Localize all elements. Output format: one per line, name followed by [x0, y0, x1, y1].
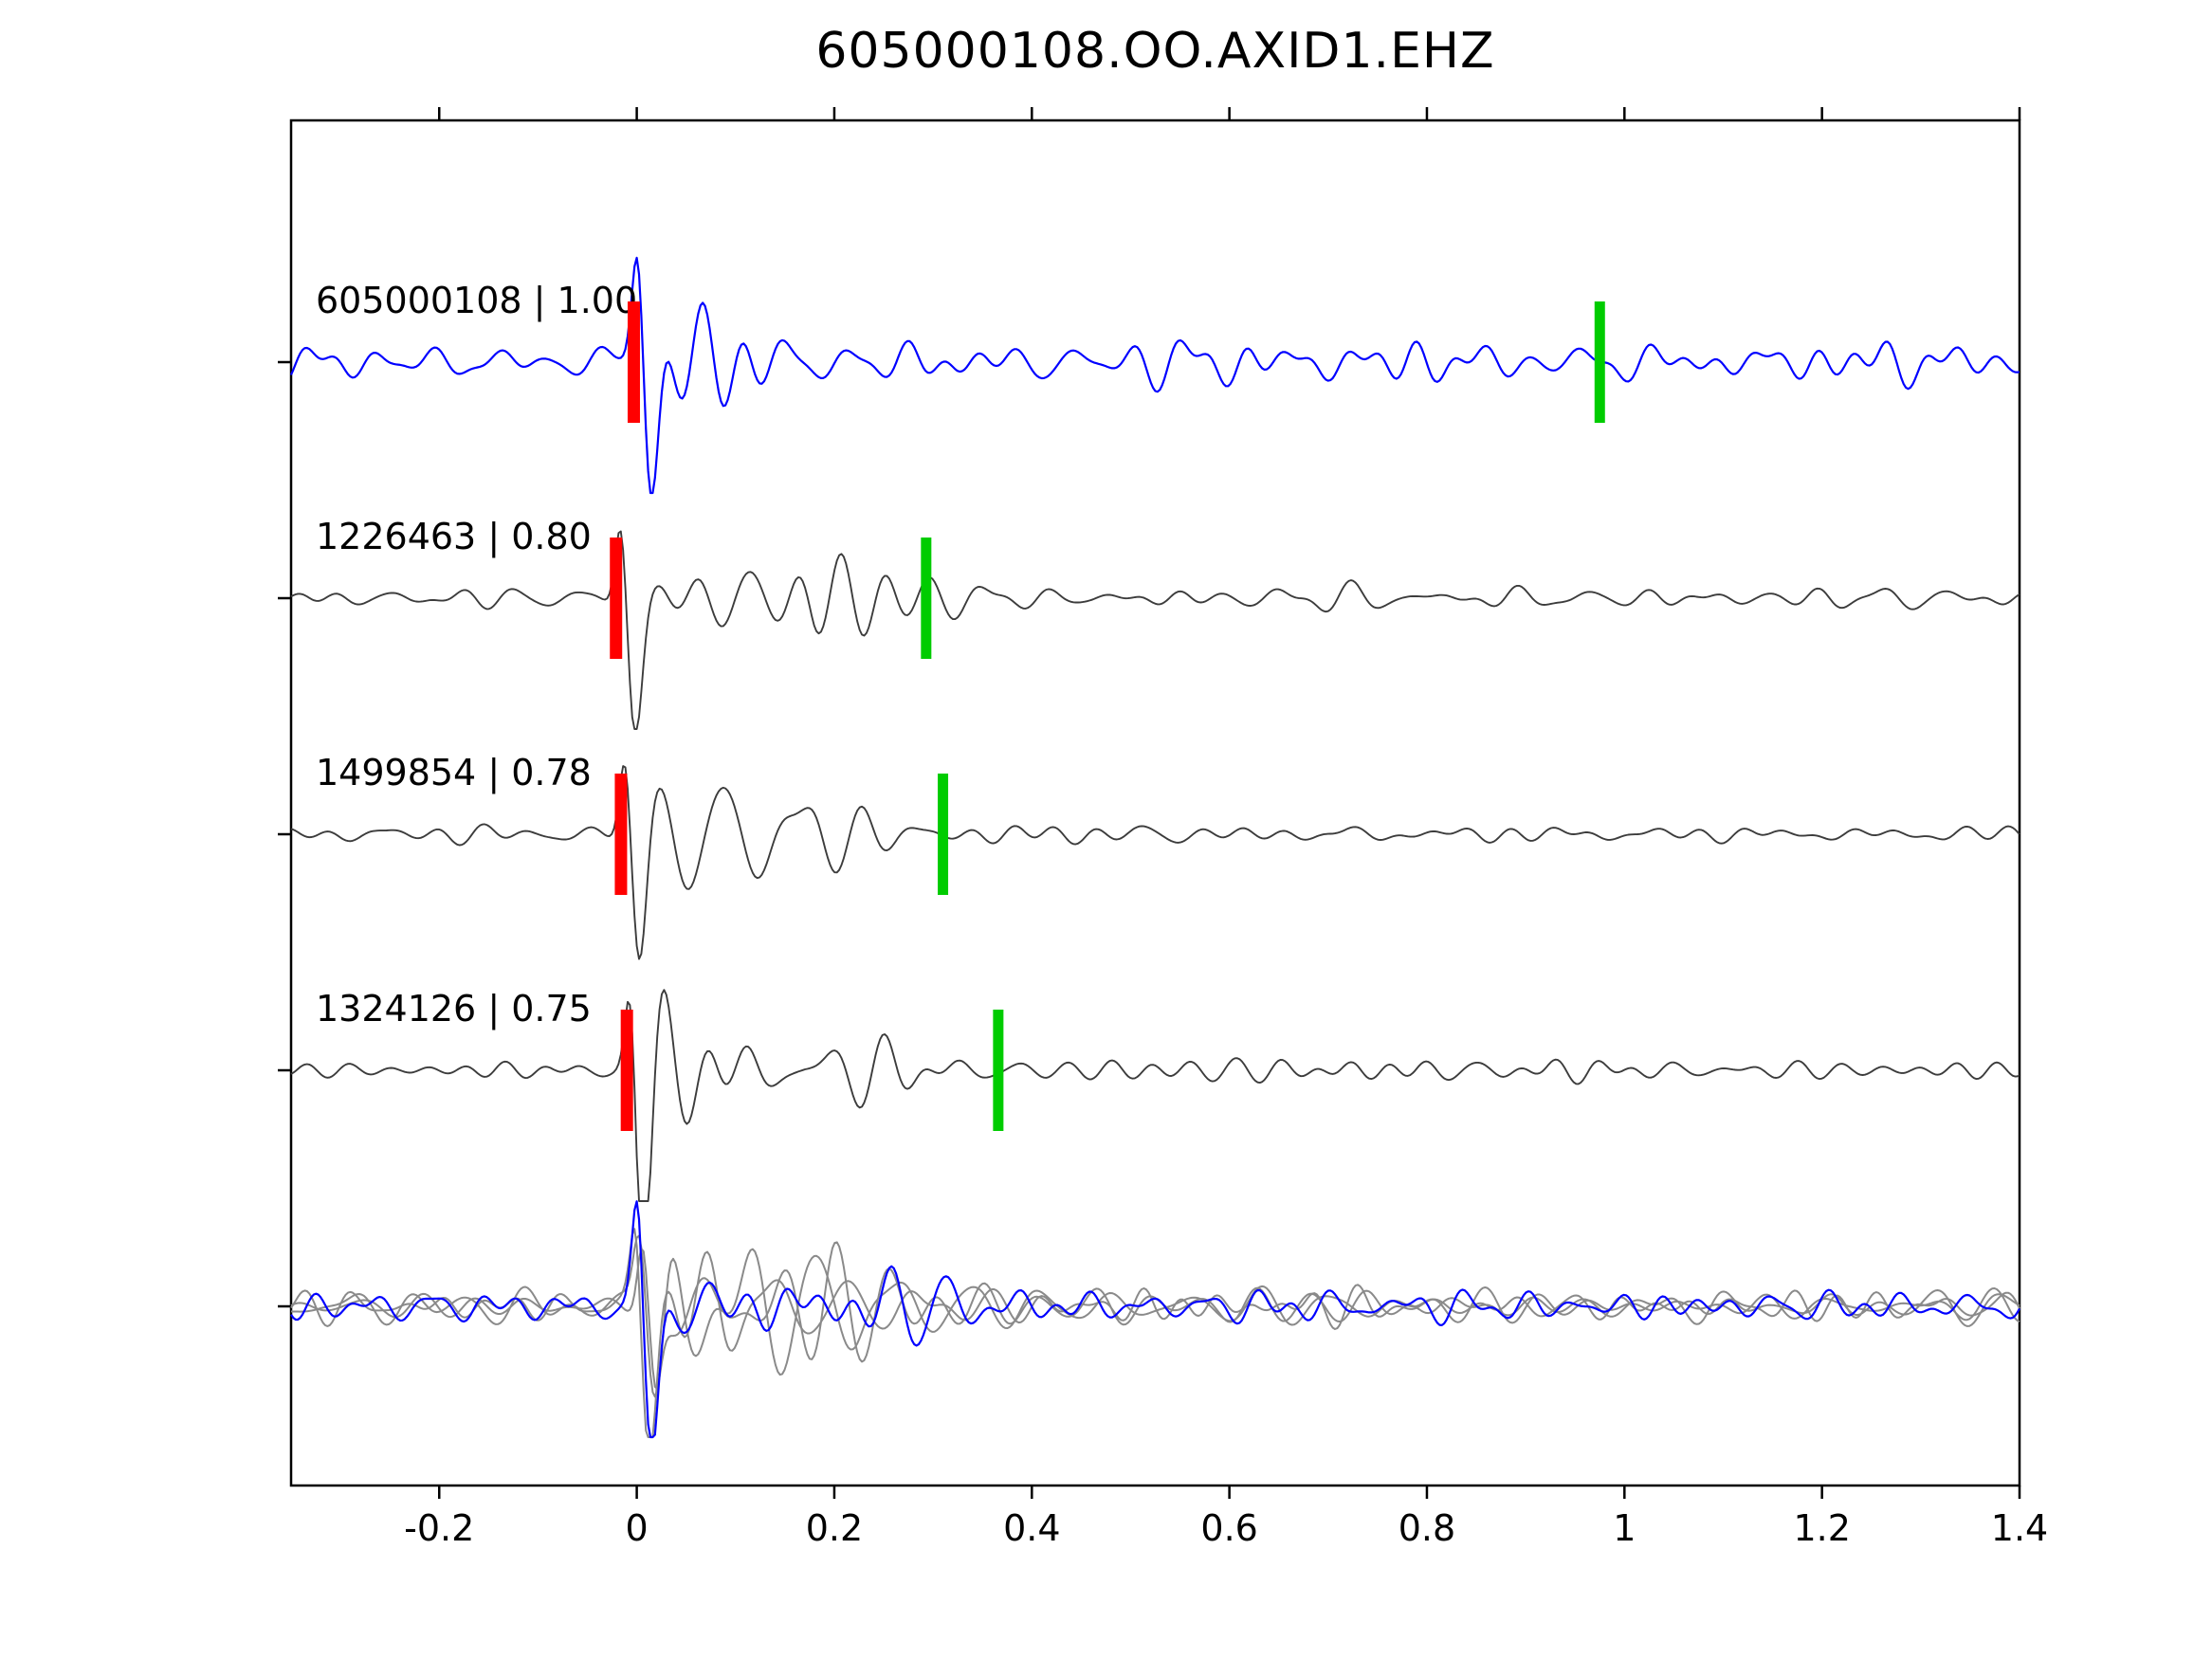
plot-border: [289, 118, 2021, 1487]
trace-label-1324126: 1324126 | 0.75: [316, 988, 592, 1030]
x-tick-label: 0.4: [1003, 1507, 1060, 1549]
x-tick-label: 0.6: [1200, 1507, 1257, 1549]
trace-label-1499854: 1499854 | 0.78: [316, 752, 592, 794]
overlay-gray-waveform-2: [290, 1248, 2020, 1391]
waveform-605000108: [289, 256, 2020, 495]
red-pick-marker: [620, 1010, 633, 1131]
overlay-blue-waveform: [290, 1200, 2020, 1439]
x-tick-label: 1.2: [1793, 1507, 1850, 1549]
green-pick-marker: [938, 774, 949, 895]
x-tick-label: 0.2: [806, 1507, 863, 1549]
trace-label-1226463: 1226463 | 0.80: [316, 516, 592, 558]
x-tick-label: 1: [1613, 1507, 1636, 1549]
red-pick-marker: [610, 538, 623, 659]
waveform-1499854: [290, 765, 2020, 960]
x-tick-label: 1.4: [1991, 1507, 2048, 1549]
overlay-gray-waveform-1: [290, 1234, 2020, 1398]
green-pick-marker: [1594, 301, 1605, 423]
x-tick-label: 0: [626, 1507, 649, 1549]
green-pick-marker: [921, 538, 932, 659]
overlay-gray-waveform-0: [290, 1228, 2020, 1438]
waveform-1324126: [290, 989, 2020, 1202]
chart-title: 605000108.OO.AXID1.EHZ: [815, 23, 1495, 80]
red-pick-marker: [614, 774, 628, 895]
x-tick-label: -0.2: [404, 1507, 474, 1549]
green-pick-marker: [993, 1010, 1004, 1131]
red-pick-marker: [627, 301, 640, 423]
trace-label-605000108: 605000108 | 1.00: [316, 280, 637, 322]
waveform-1226463: [290, 530, 2020, 730]
x-tick-label: 0.8: [1398, 1507, 1455, 1549]
